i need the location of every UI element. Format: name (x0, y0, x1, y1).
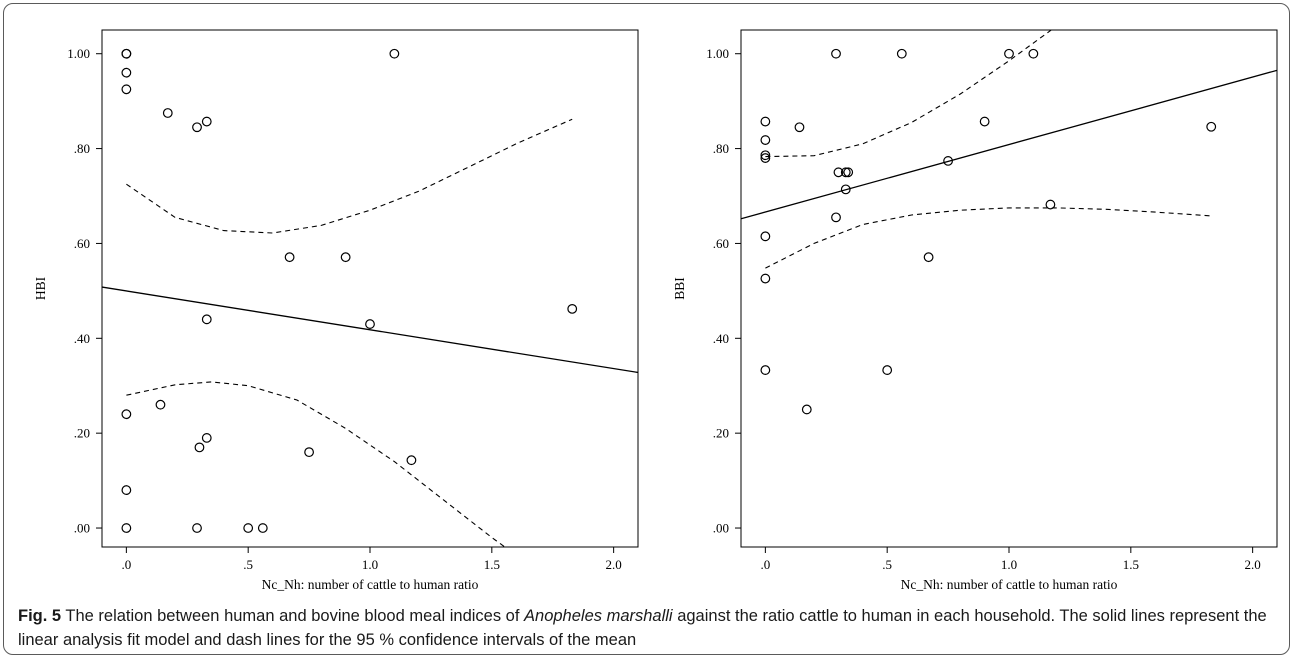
bbi-data-point (760, 116, 771, 127)
bbi-y-tick-label: .60 (713, 236, 729, 251)
hbi-data-point (389, 48, 400, 59)
bbi-x-tick-label: 1.0 (1001, 557, 1017, 572)
bbi-x-tick-label: 1.5 (1123, 557, 1139, 572)
bbi-data-point (840, 184, 851, 195)
bbi-y-tick-label: .80 (713, 141, 729, 156)
hbi-data-point (155, 399, 166, 410)
bbi-data-point (833, 167, 844, 178)
hbi-data-point (192, 122, 202, 133)
bbi-y-tick-label: .00 (713, 521, 729, 536)
hbi-chart: .0 .5 1.0 1.5 2.0 .00 .20 .40 .60 .80 1.00 Nc_Nh: n… (33, 29, 639, 592)
hbi-data-point (194, 442, 205, 453)
hbi-data-point (284, 252, 295, 263)
hbi-x-tick-label: 2.0 (606, 557, 622, 572)
hbi-ci-lower-line (126, 381, 506, 547)
hbi-y-tick-label: .20 (74, 426, 90, 441)
hbi-data-point (243, 523, 254, 533)
hbi-x-axis-title: Nc_Nh: number of cattle to human ratio (262, 577, 479, 592)
caption-text-1: The relation between human and bovine bl… (61, 607, 525, 625)
bbi-data-point (760, 365, 771, 375)
hbi-x-tick-label: .5 (243, 557, 253, 572)
hbi-fit-line (102, 286, 638, 374)
bbi-data-point (794, 122, 805, 133)
bbi-data-point (896, 48, 907, 59)
bbi-x-tick-label: .0 (760, 557, 770, 572)
bbi-ci-lower-line (765, 207, 1212, 269)
figure-caption: Fig. 5 The relation between human and bo… (18, 604, 1280, 652)
bbi-plot-content (741, 30, 1277, 415)
bbi-chart: .0 .5 1.0 1.5 2.0 .00 .20 .40 .60 .80 1.00 Nc_Nh: n… (672, 29, 1278, 592)
hbi-ci-upper-line (126, 118, 573, 234)
hbi-data-point (406, 455, 417, 466)
bbi-data-point (943, 156, 953, 166)
caption-text-2: against the ratio cattle to human in eac… (18, 607, 1267, 649)
hbi-data-point (340, 252, 351, 263)
hbi-data-point (162, 108, 173, 118)
hbi-data-point (121, 409, 132, 420)
hbi-plot-frame (101, 29, 639, 548)
hbi-x-tick-label: 1.5 (484, 557, 500, 572)
hbi-data-point (257, 523, 268, 533)
bbi-ci-upper-line (765, 30, 1095, 158)
hbi-data-point (201, 433, 212, 443)
bbi-y-tick-label: .20 (713, 426, 729, 441)
bbi-data-point (840, 167, 851, 178)
figure-frame (3, 3, 1290, 655)
figure-charts: .0 .5 1.0 1.5 2.0 .00 .20 .40 .60 .80 1.00 Nc_Nh: n… (33, 29, 1278, 592)
bbi-data-point (760, 153, 771, 163)
hbi-y-axis-title: HBI (33, 276, 48, 300)
hbi-data-point (567, 303, 578, 314)
bbi-data-point (801, 404, 812, 415)
bbi-data-point (1206, 121, 1217, 132)
bbi-plot-frame (740, 29, 1278, 548)
bbi-data-point (760, 231, 771, 242)
bbi-data-point (882, 365, 893, 375)
hbi-plot-content (102, 48, 638, 547)
hbi-data-point (121, 48, 132, 59)
hbi-x-tick-label: 1.0 (362, 557, 378, 572)
bbi-data-point (1004, 48, 1014, 59)
hbi-data-point (201, 116, 212, 127)
bbi-data-point (760, 150, 771, 161)
bbi-data-point (979, 116, 990, 127)
bbi-data-point (843, 167, 854, 178)
hbi-data-point (121, 523, 132, 533)
bbi-data-point (760, 135, 771, 145)
bbi-y-axis-title: BBI (672, 277, 687, 300)
bbi-y-tick-label: .40 (713, 331, 729, 346)
hbi-data-point (121, 67, 132, 78)
hbi-y-tick-label: .00 (74, 521, 90, 536)
bbi-data-point (923, 252, 934, 263)
bbi-data-point (1045, 199, 1056, 210)
hbi-y-tick-label: .40 (74, 331, 90, 346)
hbi-data-point (192, 523, 202, 533)
bbi-y-tick-label: 1.00 (706, 46, 729, 61)
hbi-data-point (201, 314, 212, 325)
hbi-y-tick-label: 1.00 (67, 46, 90, 61)
bbi-x-tick-label: .5 (882, 557, 892, 572)
bbi-data-point (1028, 48, 1039, 59)
bbi-fit-line (741, 69, 1277, 220)
hbi-data-point (121, 485, 132, 495)
bbi-data-point (831, 212, 841, 223)
bbi-x-tick-label: 2.0 (1245, 557, 1261, 572)
bbi-x-axis-title: Nc_Nh: number of cattle to human ratio (901, 577, 1118, 592)
hbi-data-point (365, 319, 375, 329)
hbi-x-tick-label: .0 (121, 557, 131, 572)
hbi-data-point (121, 84, 132, 95)
bbi-data-point (831, 48, 841, 59)
caption-species: Anopheles marshalli (524, 607, 673, 625)
hbi-y-tick-label: .80 (74, 141, 90, 156)
hbi-y-tick-label: .60 (74, 236, 90, 251)
caption-label: Fig. 5 (18, 607, 62, 625)
bbi-data-point (760, 273, 771, 284)
hbi-data-point (304, 447, 314, 458)
